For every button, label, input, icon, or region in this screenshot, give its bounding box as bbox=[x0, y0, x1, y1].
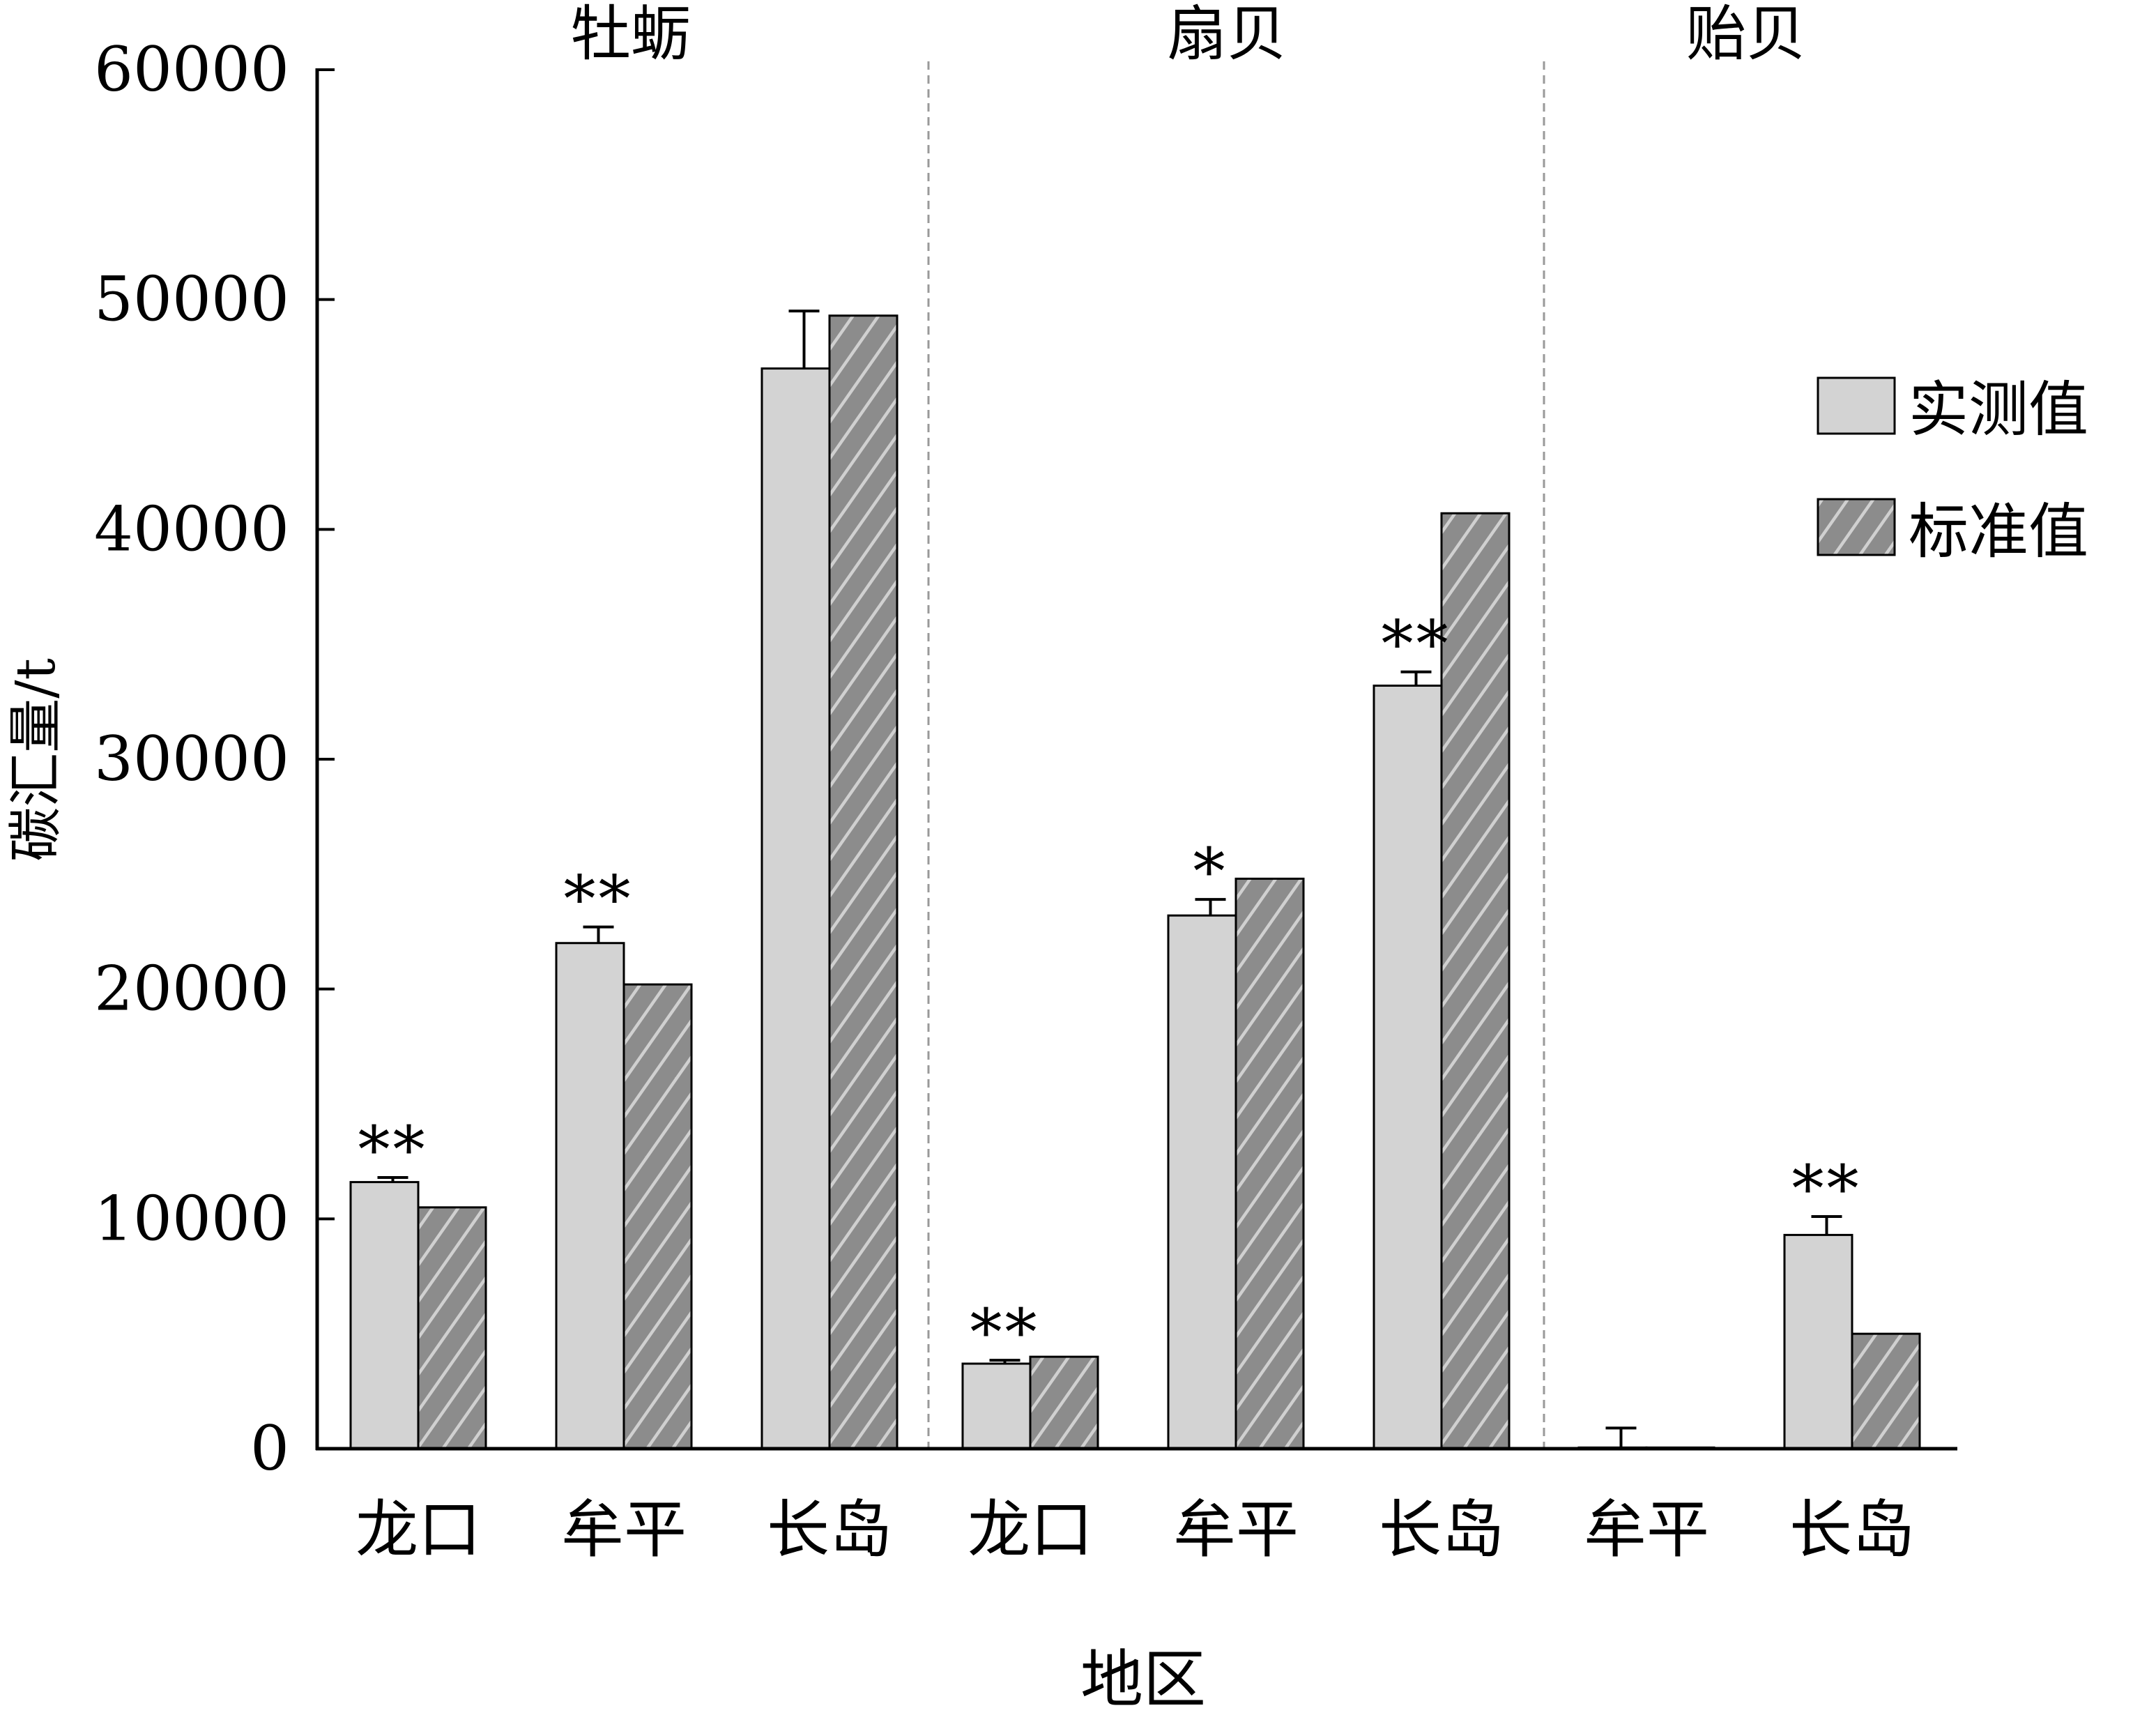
group-dividers bbox=[927, 61, 1545, 1449]
bar-measured bbox=[760, 367, 831, 1450]
y-tick-label: 40000 bbox=[94, 493, 289, 565]
y-tick-label: 30000 bbox=[94, 723, 289, 795]
bar-standard bbox=[1851, 1332, 1921, 1450]
y-tick-label: 0 bbox=[250, 1412, 289, 1484]
bar-standard bbox=[622, 983, 693, 1450]
significance-marker: ** bbox=[358, 1113, 428, 1187]
significance-marker: ** bbox=[564, 862, 634, 937]
bar-standard bbox=[417, 1206, 487, 1450]
bars-layer bbox=[349, 314, 1921, 1450]
legend: 实测值 标准值 bbox=[1817, 375, 2088, 567]
significance-marker: ** bbox=[1792, 1152, 1862, 1226]
bar-measured bbox=[961, 1362, 1032, 1450]
y-ticks: 0 10000 20000 30000 40000 50000 60000 bbox=[94, 33, 335, 1484]
bar-measured bbox=[1373, 685, 1443, 1450]
x-tick-label: 牟平 bbox=[1584, 1493, 1709, 1567]
y-tick-label: 60000 bbox=[94, 33, 289, 105]
y-tick-label: 10000 bbox=[94, 1182, 289, 1254]
bar-standard bbox=[1234, 877, 1305, 1450]
x-tick-label: 牟平 bbox=[1173, 1493, 1299, 1567]
bar-standard bbox=[1029, 1355, 1099, 1450]
significance-marker: ** bbox=[1382, 607, 1451, 682]
x-tick-label: 长岛 bbox=[767, 1493, 892, 1567]
y-axis-label: 碳汇量/t bbox=[5, 658, 68, 862]
x-tick-label: 龙口 bbox=[968, 1493, 1093, 1567]
x-tick-label: 长岛 bbox=[1379, 1493, 1504, 1567]
group-labels: 牡蛎 扇贝 贻贝 bbox=[571, 0, 1806, 69]
y-tick-label: 20000 bbox=[94, 953, 289, 1025]
group-label: 贻贝 bbox=[1686, 0, 1806, 69]
significance-layer: *********** bbox=[358, 607, 1862, 1370]
legend-swatch-standard bbox=[1817, 498, 1896, 556]
group-label: 扇贝 bbox=[1167, 0, 1287, 69]
bar-measured bbox=[1783, 1233, 1853, 1450]
group-label: 牡蛎 bbox=[571, 0, 691, 69]
bar-standard bbox=[1440, 512, 1511, 1450]
bar-measured bbox=[555, 942, 625, 1450]
x-tick-label: 牟平 bbox=[561, 1493, 687, 1567]
x-tick-label: 长岛 bbox=[1789, 1493, 1915, 1567]
significance-marker: * bbox=[1193, 834, 1228, 909]
y-tick-label: 50000 bbox=[94, 264, 289, 335]
bar-measured bbox=[1167, 914, 1237, 1450]
legend-swatch-measured bbox=[1817, 376, 1896, 435]
legend-label-standard: 标准值 bbox=[1909, 497, 2088, 567]
x-tick-labels: 龙口 牟平 长岛 龙口 牟平 长岛 牟平 长岛 bbox=[355, 1493, 1915, 1567]
legend-label-measured: 实测值 bbox=[1909, 375, 2088, 445]
bar-standard bbox=[828, 314, 899, 1450]
bar-measured bbox=[349, 1181, 420, 1450]
x-axis-label: 地区 bbox=[1080, 1643, 1206, 1715]
significance-marker: ** bbox=[970, 1295, 1040, 1370]
error-bars-layer bbox=[377, 310, 1842, 1448]
x-tick-label: 龙口 bbox=[355, 1493, 481, 1567]
